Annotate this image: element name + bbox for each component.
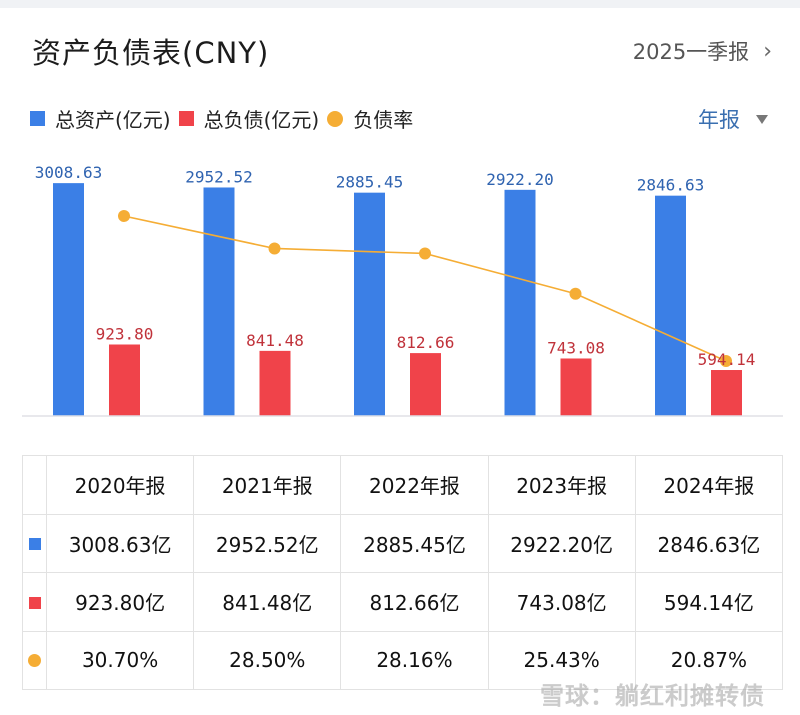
table-cell: 30.70% [45,630,195,690]
table-cell: 2885.45亿 [340,513,489,573]
chevron-right-icon: › [763,38,772,64]
table-header-row: 2020年报 2021年报 2022年报 2023年报 2024年报 [22,455,784,515]
bar-total-assets[interactable] [655,195,686,416]
data-label-total-assets: 2846.63 [637,176,704,195]
table-cell: 28.16% [340,630,489,690]
table-cell: 594.14亿 [634,572,784,632]
legend-item-debt-ratio[interactable]: 负债率 [327,104,413,133]
watermark: 雪球：躺红利摊转债 [540,682,765,710]
data-table: 2020年报 2021年报 2022年报 2023年报 2024年报 3008.… [22,455,784,690]
table-cell: 28.50% [193,630,342,690]
top-strip [0,0,800,8]
header-cell: 2022年报 [340,455,489,515]
frequency-label: 年报 [698,108,740,132]
blue-square-icon [28,538,41,551]
data-label-total-assets: 2885.45 [336,173,403,192]
header-cell: 2021年报 [193,455,342,515]
bar-total-liabilities[interactable] [410,353,441,416]
table-row-total-liabilities: 923.80亿 841.48亿 812.66亿 743.08亿 594.14亿 [22,572,784,632]
table-cell: 2922.20亿 [487,513,636,573]
row-marker-cell [22,572,47,632]
period-link-label: 2025一季报 [632,40,750,64]
table-cell: 2846.63亿 [634,513,784,573]
orange-circle-icon [28,654,41,668]
red-square-icon [28,596,41,609]
bar-total-assets[interactable] [354,192,385,416]
data-label-total-liabilities: 923.80 [96,324,154,343]
table-cell: 3008.63亿 [45,513,195,573]
data-label-total-liabilities: 812.66 [397,333,455,352]
table-row-debt-ratio: 30.70% 28.50% 28.16% 25.43% 20.87% [22,630,784,690]
balance-sheet-chart: 3008.63 923.80 2952.52 841.48 2885.45 812.66 2… [22,163,783,417]
bar-total-liabilities[interactable] [109,344,140,416]
page-title: 资产负债表(CNY) [32,36,270,70]
data-label-total-assets: 2952.52 [185,167,252,186]
header-cell: 2023年报 [487,455,636,515]
bar-total-liabilities[interactable] [560,358,592,416]
row-marker-cell [22,630,47,690]
table-cell: 923.80亿 [45,572,195,632]
table-cell: 25.43% [487,630,636,690]
table-cell: 743.08亿 [487,572,636,632]
data-label-total-liabilities: 594.14 [698,350,756,369]
point-debt-ratio[interactable] [720,354,732,367]
chart-legend: 总资产(亿元) 总负债(亿元) 负债率 [30,104,421,133]
legend-item-total-liabilities[interactable]: 总负债(亿元) [178,104,320,133]
table-row-total-assets: 3008.63亿 2952.52亿 2885.45亿 2922.20亿 2846… [22,513,784,573]
caret-down-icon [756,114,768,124]
table-cell: 812.66亿 [340,572,489,632]
table-cell: 841.48亿 [193,572,342,632]
bar-total-assets[interactable] [53,183,84,416]
header-cell: 2024年报 [634,455,784,515]
data-label-total-liabilities: 743.08 [547,338,605,357]
point-debt-ratio[interactable] [569,287,582,300]
frequency-dropdown[interactable]: 年报 [698,104,768,134]
data-label-total-assets: 2922.20 [486,170,553,189]
legend-label: 负债率 [353,108,414,132]
table-cell: 2952.52亿 [193,513,342,573]
point-debt-ratio[interactable] [268,242,281,255]
bar-total-liabilities[interactable] [259,350,291,416]
point-debt-ratio[interactable] [118,210,130,222]
legend-label: 总资产(亿元) [55,108,171,132]
row-marker-cell [22,513,47,573]
header-cell: 2020年报 [45,455,195,515]
point-debt-ratio[interactable] [419,247,431,260]
data-label-total-liabilities: 841.48 [246,331,304,350]
bar-total-assets[interactable] [504,189,536,416]
header-corner-cell [22,455,47,515]
bar-total-liabilities[interactable] [711,370,742,416]
orange-circle-icon [327,110,344,127]
latest-period-link[interactable]: 2025一季报 › [633,36,772,66]
data-label-total-assets: 3008.63 [35,163,102,182]
legend-item-total-assets[interactable]: 总资产(亿元) [30,104,171,133]
red-square-icon [178,111,194,126]
blue-square-icon [30,111,45,126]
table-cell: 20.87% [634,630,784,690]
legend-label: 总负债(亿元) [203,108,320,132]
bar-total-assets[interactable] [203,187,235,416]
